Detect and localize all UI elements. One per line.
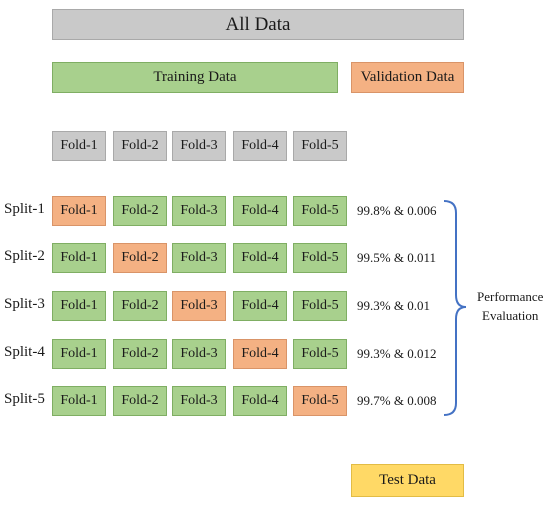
split-2-fold-3-training: Fold-3 [172, 243, 226, 273]
split-5-fold-3-training: Fold-3 [172, 386, 226, 416]
bracket-path [443, 200, 467, 416]
split-4-fold-5-training: Fold-5 [293, 339, 347, 369]
performance-bracket [443, 200, 467, 416]
split-1-fold-3-training: Fold-3 [172, 196, 226, 226]
split-3-fold-2-training: Fold-2 [113, 291, 167, 321]
validation-data-bar: Validation Data [351, 62, 464, 93]
performance-evaluation-label: Performance Evaluation [477, 287, 543, 325]
split-1-fold-1-validation: Fold-1 [52, 196, 106, 226]
fold-header-1: Fold-1 [52, 131, 106, 161]
split-label-1: Split-1 [4, 201, 45, 217]
split-1-fold-2-training: Fold-2 [113, 196, 167, 226]
split-4-fold-2-training: Fold-2 [113, 339, 167, 369]
split-1-fold-4-training: Fold-4 [233, 196, 287, 226]
split-result-4: 99.3% & 0.012 [357, 346, 437, 361]
split-result-3: 99.3% & 0.01 [357, 298, 430, 313]
split-4-fold-3-training: Fold-3 [172, 339, 226, 369]
fold-header-5: Fold-5 [293, 131, 347, 161]
split-5-fold-1-training: Fold-1 [52, 386, 106, 416]
fold-header-2: Fold-2 [113, 131, 167, 161]
split-5-fold-2-training: Fold-2 [113, 386, 167, 416]
split-result-2: 99.5% & 0.011 [357, 250, 436, 265]
split-result-1: 99.8% & 0.006 [357, 203, 437, 218]
performance-label-line-2: Evaluation [482, 308, 539, 323]
split-3-fold-4-training: Fold-4 [233, 291, 287, 321]
performance-label-line-1: Performance [477, 289, 544, 304]
split-label-5: Split-5 [4, 391, 45, 407]
split-3-fold-5-training: Fold-5 [293, 291, 347, 321]
all-data-bar: All Data [52, 9, 464, 40]
split-2-fold-2-validation: Fold-2 [113, 243, 167, 273]
split-result-5: 99.7% & 0.008 [357, 393, 437, 408]
split-label-3: Split-3 [4, 296, 45, 312]
split-1-fold-5-training: Fold-5 [293, 196, 347, 226]
fold-header-4: Fold-4 [233, 131, 287, 161]
split-2-fold-1-training: Fold-1 [52, 243, 106, 273]
split-3-fold-3-validation: Fold-3 [172, 291, 226, 321]
split-4-fold-4-validation: Fold-4 [233, 339, 287, 369]
test-data-bar: Test Data [351, 464, 464, 497]
training-data-bar: Training Data [52, 62, 338, 93]
split-3-fold-1-training: Fold-1 [52, 291, 106, 321]
split-label-4: Split-4 [4, 344, 45, 360]
fold-header-3: Fold-3 [172, 131, 226, 161]
split-2-fold-4-training: Fold-4 [233, 243, 287, 273]
split-label-2: Split-2 [4, 248, 45, 264]
split-2-fold-5-training: Fold-5 [293, 243, 347, 273]
split-5-fold-4-training: Fold-4 [233, 386, 287, 416]
split-4-fold-1-training: Fold-1 [52, 339, 106, 369]
split-5-fold-5-validation: Fold-5 [293, 386, 347, 416]
